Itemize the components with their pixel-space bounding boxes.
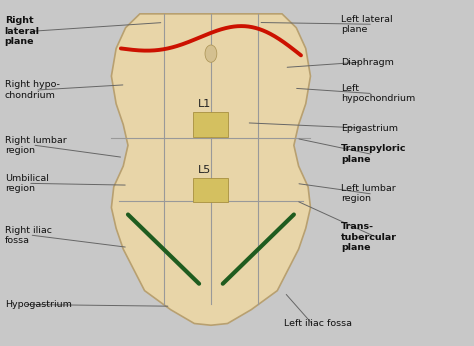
Text: Hypogastrium: Hypogastrium [5, 300, 72, 309]
Bar [193, 178, 228, 202]
Text: Left lateral
plane: Left lateral plane [341, 15, 393, 34]
Text: Right iliac
fossa: Right iliac fossa [5, 226, 52, 245]
Polygon shape [111, 14, 310, 325]
Bar [193, 112, 228, 137]
Text: Epigastrium: Epigastrium [341, 124, 398, 133]
Text: L5: L5 [198, 165, 211, 175]
Text: L1: L1 [198, 99, 211, 109]
Text: Right
lateral
plane: Right lateral plane [5, 16, 40, 46]
Text: Left iliac fossa: Left iliac fossa [284, 319, 352, 328]
Text: Transpyloric
plane: Transpyloric plane [341, 144, 407, 164]
Text: Left lumbar
region: Left lumbar region [341, 184, 396, 203]
Text: Trans-
tubercular
plane: Trans- tubercular plane [341, 222, 397, 252]
Text: Umbilical
region: Umbilical region [5, 174, 49, 193]
Ellipse shape [205, 45, 217, 62]
Text: Right lumbar
region: Right lumbar region [5, 136, 66, 155]
Text: Left
hypochondrium: Left hypochondrium [341, 84, 416, 103]
Text: Right hypo-
chondrium: Right hypo- chondrium [5, 80, 60, 100]
Text: Diaphragm: Diaphragm [341, 58, 394, 67]
